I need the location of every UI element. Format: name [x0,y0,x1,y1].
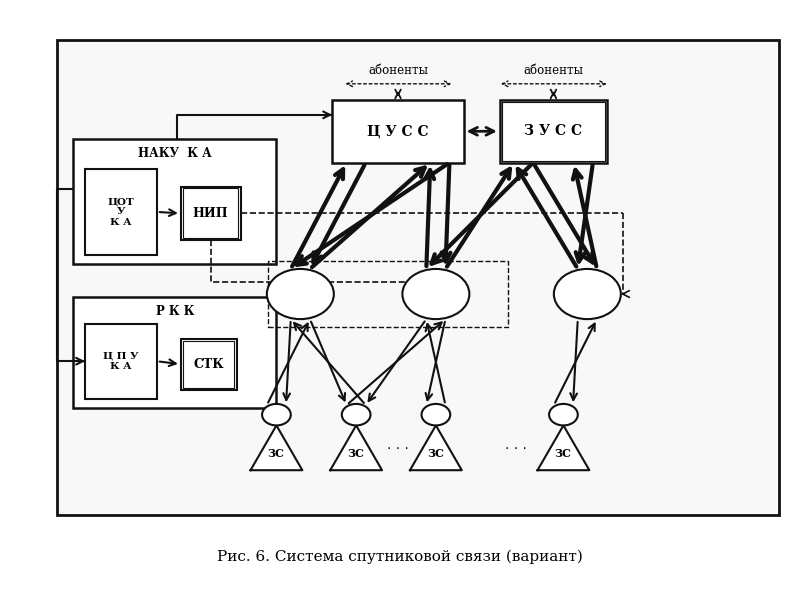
Text: . . .: . . . [505,437,526,452]
Text: ЗС: ЗС [268,448,285,458]
Text: Р К К: Р К К [155,305,194,319]
Text: НИП: НИП [193,207,229,220]
Text: СР: СР [578,287,597,301]
Circle shape [422,404,450,425]
Text: Ц У С С: Ц У С С [367,124,429,138]
Text: Ц П У
К А: Ц П У К А [103,352,138,371]
FancyBboxPatch shape [181,187,241,240]
Polygon shape [330,425,382,470]
FancyBboxPatch shape [57,40,778,515]
Polygon shape [250,425,302,470]
FancyBboxPatch shape [502,102,605,161]
Circle shape [267,269,334,319]
FancyBboxPatch shape [332,100,464,163]
Text: . . .: . . . [386,437,409,452]
FancyBboxPatch shape [183,341,234,388]
Text: абоненты: абоненты [369,64,429,77]
Text: ЗС: ЗС [555,448,572,458]
FancyBboxPatch shape [500,100,607,163]
Text: ЦОТ
У
К А: ЦОТ У К А [107,197,134,227]
Text: СР: СР [426,287,446,301]
FancyBboxPatch shape [85,324,157,398]
Text: НАКУ  К А: НАКУ К А [138,147,212,160]
Circle shape [402,269,470,319]
Circle shape [549,404,578,425]
Text: ЗС: ЗС [348,448,365,458]
Polygon shape [538,425,590,470]
Text: ЗС: ЗС [427,448,444,458]
Polygon shape [410,425,462,470]
FancyBboxPatch shape [85,169,157,255]
FancyBboxPatch shape [73,139,277,264]
Text: СР: СР [290,287,310,301]
FancyBboxPatch shape [73,297,277,407]
FancyBboxPatch shape [183,188,238,238]
Text: Рис. 6. Система спутниковой связи (вариант): Рис. 6. Система спутниковой связи (вариа… [217,550,583,564]
Circle shape [554,269,621,319]
Text: З У С С: З У С С [525,124,582,138]
Text: СТК: СТК [194,358,224,371]
Circle shape [262,404,290,425]
Text: абоненты: абоненты [524,64,584,77]
Circle shape [342,404,370,425]
FancyBboxPatch shape [181,339,237,389]
